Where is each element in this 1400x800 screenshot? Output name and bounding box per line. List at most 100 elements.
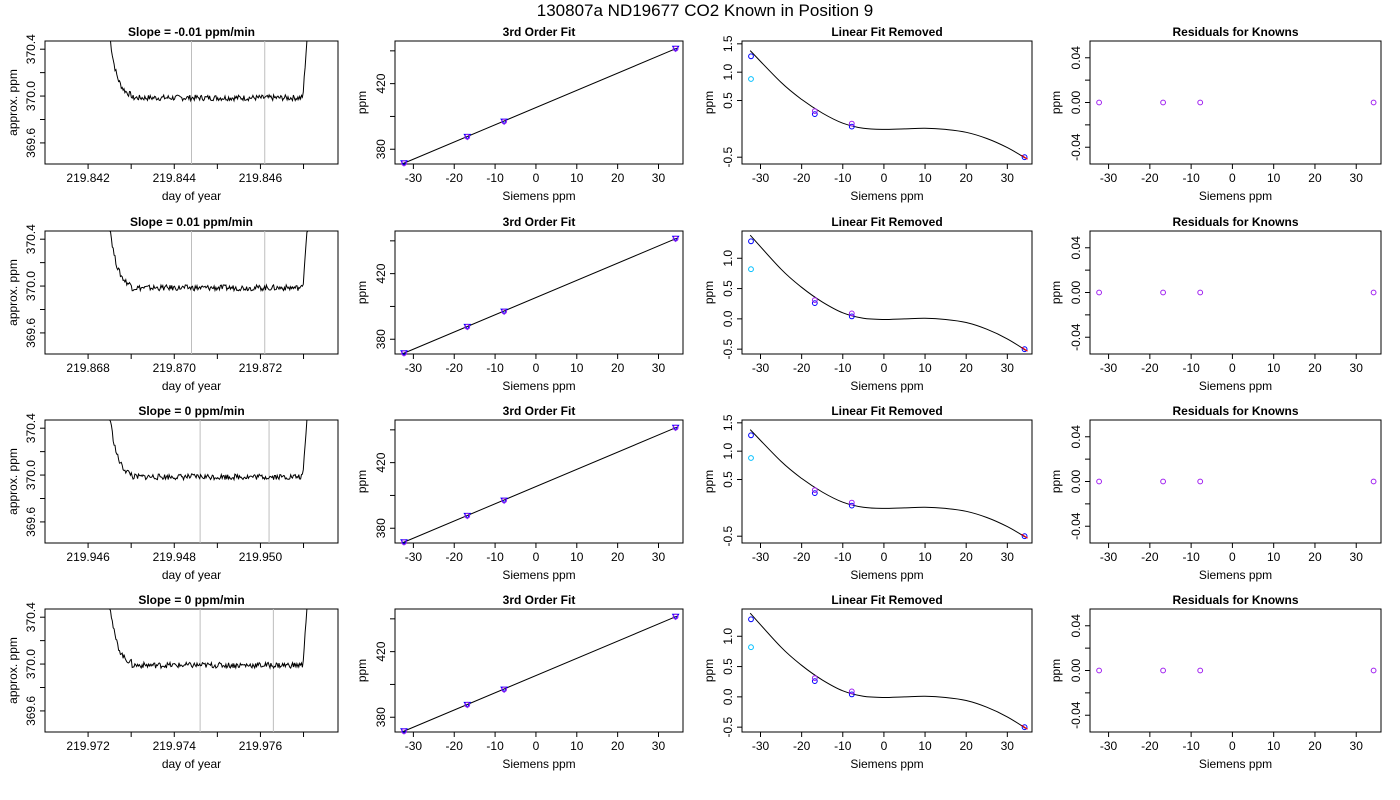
x-axis-label: Siemens ppm <box>850 189 923 203</box>
y-axis-label: approx. ppm <box>6 448 20 515</box>
x-tick-label: 0 <box>533 550 540 564</box>
y-axis-label: ppm <box>355 281 369 304</box>
panel-title: Linear Fit Removed <box>831 215 942 229</box>
known-point <box>672 613 679 620</box>
x-tick-label: -10 <box>1182 171 1200 185</box>
panel-grid: Slope = -0.01 ppm/min day of year approx. … <box>6 25 1382 771</box>
y-axis-label: ppm <box>702 91 716 114</box>
x-axis-label: day of year <box>162 189 221 203</box>
y-tick-label: 420 <box>374 641 388 661</box>
x-tick-label: -10 <box>834 361 852 375</box>
panel-title: Linear Fit Removed <box>831 404 942 418</box>
known-point-alt <box>811 297 818 304</box>
x-tick-label: -10 <box>834 739 852 753</box>
y-tick-label: -0.5 <box>721 147 735 168</box>
known-marker-red <box>1021 154 1028 160</box>
timeseries-panel-1: Slope = -0.01 ppm/min day of year approx. … <box>6 25 339 203</box>
x-tick-label: -30 <box>405 739 423 753</box>
plot-frame <box>741 230 1033 355</box>
x-tick-label: 20 <box>1308 739 1322 753</box>
residual-point <box>1370 99 1377 106</box>
y-tick-label: 370.0 <box>24 649 38 679</box>
y-tick-label: 0.00 <box>1069 90 1083 114</box>
y-tick-label: 1.5 <box>721 35 735 52</box>
known-point <box>811 678 818 684</box>
x-tick-label: -20 <box>446 171 464 185</box>
x-tick-label: 219.974 <box>153 739 197 753</box>
residual-point <box>1197 99 1204 106</box>
y-tick-label: -0.04 <box>1069 323 1083 351</box>
y-tick-label: -0.5 <box>721 338 735 359</box>
x-tick-label: -30 <box>752 361 770 375</box>
y-axis-label: ppm <box>1049 470 1063 493</box>
x-tick-label: 30 <box>1350 739 1364 753</box>
x-tick-label: 0 <box>881 361 888 375</box>
y-tick-label: 1.5 <box>721 414 735 431</box>
known-point-alt <box>848 688 855 695</box>
x-axis-label: Siemens ppm <box>1199 379 1272 393</box>
x-tick-label: -20 <box>793 171 811 185</box>
known-point <box>501 308 508 315</box>
known-point <box>811 490 818 497</box>
plot-frame <box>1089 40 1382 165</box>
y-tick-label: 0.04 <box>1069 614 1083 638</box>
y-tick-label: 0.0 <box>721 688 735 705</box>
ppm-trace-line <box>109 608 308 670</box>
known-point <box>1021 533 1028 540</box>
x-tick-label: -30 <box>1100 550 1118 564</box>
y-tick-label: 0.04 <box>1069 236 1083 260</box>
y-tick-label: -0.04 <box>1069 512 1083 540</box>
x-axis-label: day of year <box>162 568 221 582</box>
x-tick-label: -30 <box>1100 361 1118 375</box>
x-tick-label: 30 <box>1350 171 1364 185</box>
y-axis-label: approx. ppm <box>6 637 20 704</box>
linear-removed-panel-3: Linear Fit Removed Siemens ppm ppm -30 -20 -1… <box>702 404 1033 582</box>
x-tick-label: -30 <box>1100 739 1118 753</box>
x-tick-label: 30 <box>652 171 666 185</box>
x-tick-label: 219.950 <box>239 550 283 564</box>
timeseries-panel-4: Slope = 0 ppm/min day of year approx. ppm 2… <box>6 593 339 771</box>
x-tick-label: 10 <box>918 171 932 185</box>
y-tick-label: -0.5 <box>721 526 735 547</box>
plot-frame <box>394 608 684 733</box>
known-marker-red <box>1021 724 1028 730</box>
x-tick-label: 0 <box>533 739 540 753</box>
y-tick-label: 1.0 <box>721 64 735 81</box>
y-axis-label: ppm <box>1049 91 1063 114</box>
known-point <box>401 350 407 357</box>
x-tick-label: 30 <box>1001 171 1015 185</box>
plot-frame <box>394 40 684 165</box>
known-point <box>464 323 471 330</box>
x-axis-label: day of year <box>162 379 221 393</box>
known-point <box>748 53 754 60</box>
known-point <box>811 111 818 117</box>
y-tick-label: 370.4 <box>24 224 38 254</box>
y-tick-label: 0.5 <box>721 280 735 297</box>
x-tick-label: 20 <box>1308 361 1322 375</box>
y-axis-label: ppm <box>1049 281 1063 304</box>
known-point <box>672 235 679 242</box>
cubic-curve-line <box>749 612 1027 729</box>
cubic-curve-line <box>749 429 1027 538</box>
x-tick-label: -20 <box>1141 550 1159 564</box>
x-tick-label: 10 <box>1267 739 1281 753</box>
x-tick-label: -20 <box>446 739 464 753</box>
x-axis-label: Siemens ppm <box>850 757 923 771</box>
y-tick-label: 0.04 <box>1069 46 1083 70</box>
figure-title: 130807a ND19677 CO2 Known in Position 9 <box>537 1 873 20</box>
known-point <box>401 728 407 735</box>
x-tick-label: 20 <box>611 550 625 564</box>
fit-panel-2: 3rd Order Fit Siemens ppm ppm -30 -20 -10 0 10 2… <box>355 215 684 393</box>
x-tick-label: 10 <box>1267 361 1281 375</box>
residual-point <box>1096 667 1102 674</box>
x-tick-label: 30 <box>1001 361 1015 375</box>
known-point <box>848 502 855 509</box>
y-tick-label: 370.4 <box>24 602 38 632</box>
y-tick-label: 370.4 <box>24 34 38 64</box>
plot-frame <box>1089 230 1382 355</box>
residual-point <box>1160 478 1166 485</box>
known-point-alt <box>848 310 855 317</box>
known-point <box>401 160 407 167</box>
y-tick-label: 370.0 <box>24 81 38 111</box>
